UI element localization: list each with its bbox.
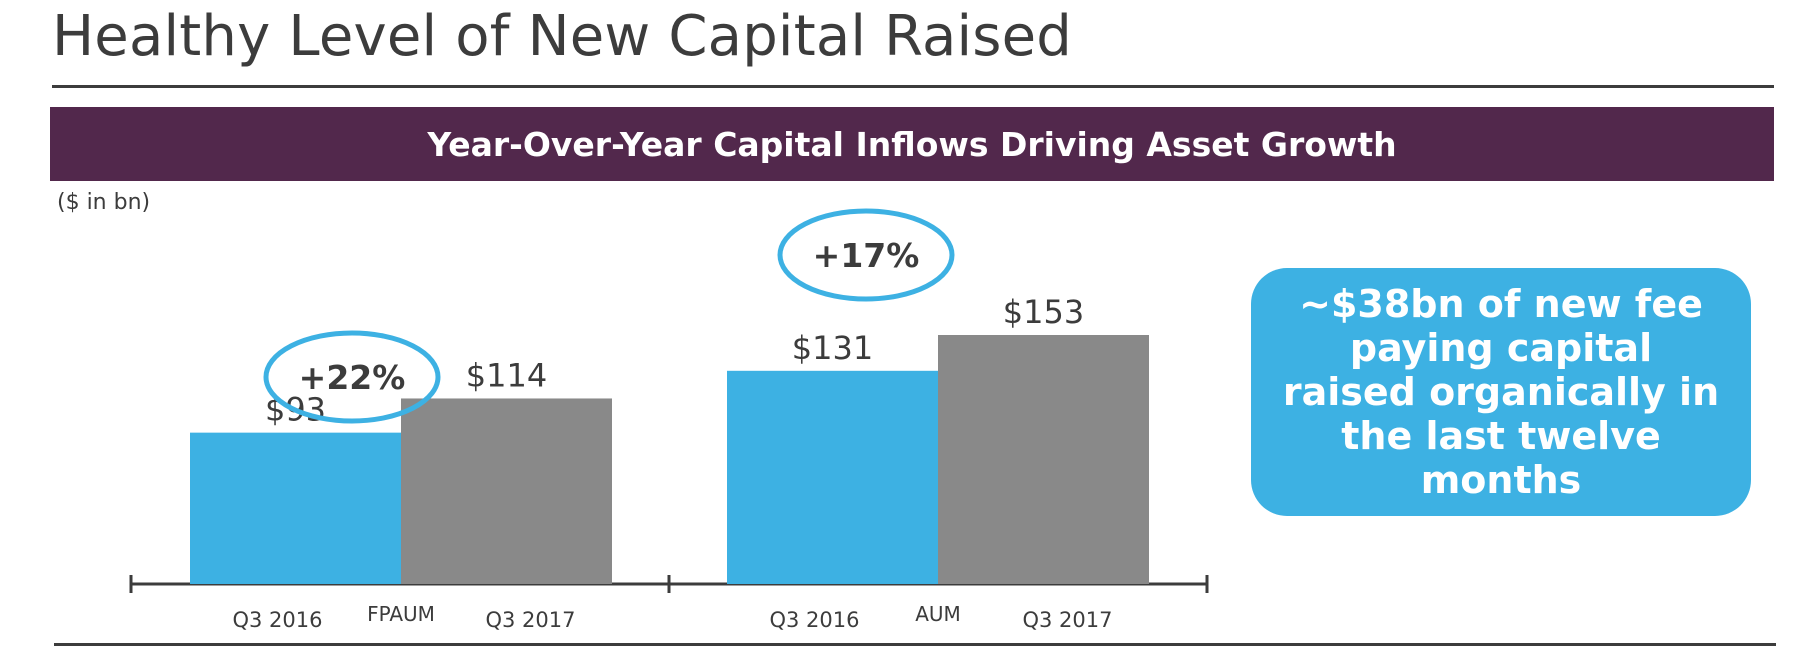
bar-value-label: $131 [792,329,873,367]
x-tick-label: Q3 2016 [232,608,322,632]
title-divider [52,85,1774,88]
bar-fpaum-1 [401,398,612,584]
growth-oval [777,208,955,302]
bar-fpaum-0 [190,432,401,584]
bar-value-label: $153 [1003,293,1084,331]
units-label: ($ in bn) [57,190,151,215]
growth-oval [263,330,441,424]
x-tick-label: Q3 2017 [485,608,575,632]
banner-text: Year-Over-Year Capital Inflows Driving A… [427,124,1397,164]
callout-text: ~$38bn of new fee paying capital raised … [1282,282,1720,502]
chart-banner: Year-Over-Year Capital Inflows Driving A… [50,107,1774,181]
group-label: AUM [915,602,961,626]
group-label: FPAUM [367,602,435,626]
bar-value-label: $114 [466,356,547,394]
x-tick-label: Q3 2016 [769,608,859,632]
bar-aum-0 [727,370,938,584]
growth-label: +22% [299,358,406,397]
bottom-divider [54,643,1776,646]
bar-aum-1 [938,335,1149,584]
page-title: Healthy Level of New Capital Raised [52,4,1073,69]
x-tick-label: Q3 2017 [1022,608,1112,632]
growth-label: +17% [813,236,920,275]
summary-callout: ~$38bn of new fee paying capital raised … [1251,268,1751,516]
